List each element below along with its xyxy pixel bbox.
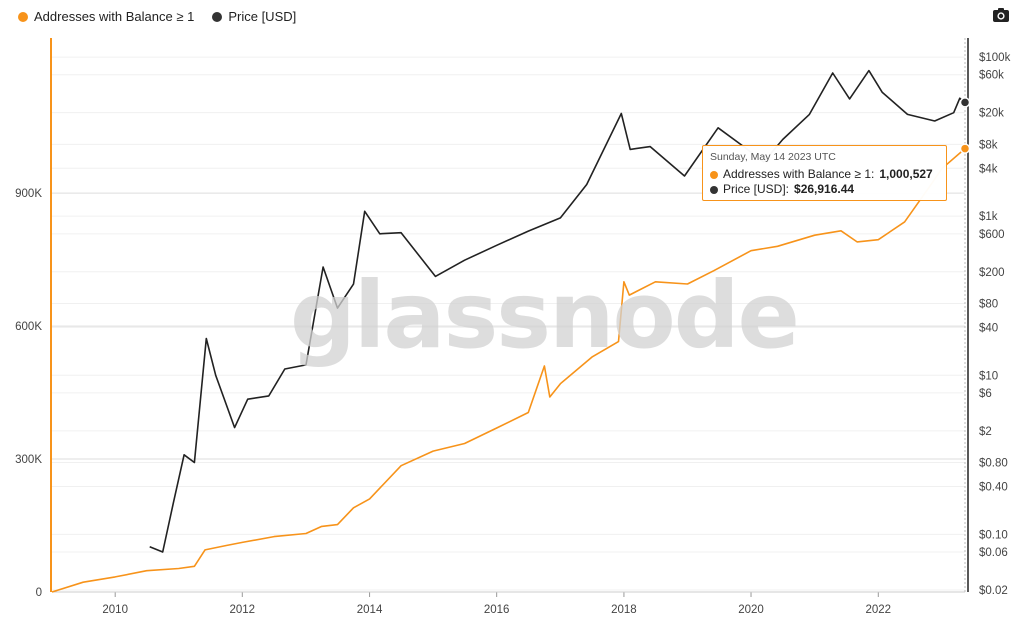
watermark: glassnode [290,262,800,369]
legend-item-price[interactable]: Price [USD] [212,9,296,24]
y-right-tick-3: $8k [979,139,998,151]
legend-item-addresses[interactable]: Addresses with Balance ≥ 1 [18,9,194,24]
y-right-tick-9: $40 [979,322,998,334]
y-right-tick-13: $0.80 [979,458,1008,470]
y-right-tick-12: $2 [979,426,992,438]
tooltip-row-price: Price [USD]: $26,916.44 [710,182,946,197]
tooltip-value-price: $26,916.44 [794,182,855,196]
legend-label-price: Price [USD] [228,9,297,24]
legend-label-addresses: Addresses with Balance ≥ 1 [34,9,195,24]
tooltip-label-price: Price [USD]: [723,182,790,196]
y-right-tick-10: $10 [979,370,998,382]
chart-legend: Addresses with Balance ≥ 1 Price [USD] [18,9,296,24]
y-right-tick-17: $0.02 [979,585,1008,597]
y-right-tick-4: $4k [979,163,998,175]
x-tick-1: 2012 [229,604,255,616]
y-right-tick-1: $60k [979,70,1004,82]
y-right-tick-15: $0.10 [979,529,1008,541]
y-right-tick-14: $0.40 [979,481,1008,493]
legend-dot-price [212,11,223,22]
y-right-tick-0: $100k [979,52,1011,64]
tooltip-date: Sunday, May 14 2023 UTC [710,151,836,163]
chart-series [51,69,966,593]
tooltip-dot-addresses [710,170,718,179]
tooltip-row-addresses: Addresses with Balance ≥ 1: 1,000,527 [710,167,946,182]
series-line-price [149,69,966,553]
y-left-tick-2: 600K [15,321,42,333]
y-left-tick-0: 0 [36,587,42,599]
y-right-tick-6: $600 [979,229,1005,241]
tooltip-dot-price [710,185,718,194]
y-right-tick-8: $80 [979,298,998,310]
tick-labels: $100k $60k $20k $8k $4k $1k $600 $200 $80 $40 $10 $… [15,52,1010,616]
legend-dot-addresses [18,11,28,22]
chart-tooltip: Sunday, May 14 2023 UTC Addresses with B… [702,145,947,201]
y-right-tick-16: $0.06 [979,547,1008,559]
x-tick-3: 2016 [484,604,510,616]
tooltip-value-addresses: 1,000,527 [879,167,933,181]
chart-axes [50,38,969,597]
x-tick-5: 2020 [738,604,764,616]
camera-icon[interactable] [992,7,1010,23]
y-left-tick-3: 900K [15,188,42,200]
hover-dot-addresses [959,143,971,154]
hover-markers [959,38,971,592]
y-right-tick-11: $6 [979,388,992,400]
y-right-tick-2: $20k [979,108,1004,120]
x-tick-0: 2010 [102,604,128,616]
x-tick-2: 2014 [357,604,383,616]
hover-dot-price [959,97,971,108]
y-left-tick-1: 300K [15,454,42,466]
y-right-tick-7: $200 [979,267,1005,279]
y-right-tick-5: $1k [979,211,998,223]
series-line-addresses [51,147,966,593]
x-tick-4: 2018 [611,604,637,616]
x-tick-6: 2022 [865,604,891,616]
tooltip-label-addresses: Addresses with Balance ≥ 1: [723,167,875,181]
